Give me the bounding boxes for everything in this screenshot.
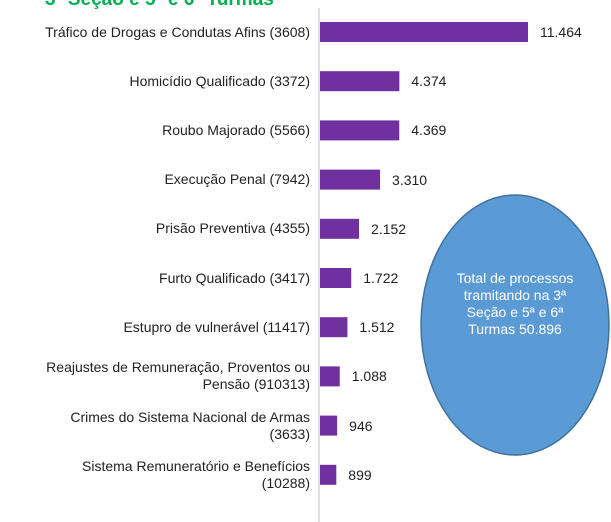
bar [320,268,352,288]
chart-title: 3ª Seção e 5ª e 6ª Turmas [45,0,274,11]
category-label: Reajustes de Remuneração, Proventos ou P… [46,359,310,393]
value-label: 946 [349,417,373,434]
bar [320,415,338,436]
bar [320,366,340,387]
category-label: Crimes do Sistema Nacional de Armas (363… [70,408,310,442]
summary-ellipse [420,194,610,456]
category-label: Estupro de vulnerável (11417) [123,318,310,335]
bar [320,464,337,485]
value-label: 1.722 [363,270,399,286]
bar [320,169,381,190]
bar [320,22,528,42]
bar [320,218,360,239]
category-label: Tráfico de Drogas e Condutas Afins (3608… [45,23,310,40]
value-label: 11.464 [540,24,582,40]
value-label: 1.512 [359,319,395,336]
value-label: 1.088 [351,368,387,385]
value-label: 4.374 [411,73,447,90]
category-label: Roubo Majorado (5566) [162,121,310,138]
value-label: 899 [348,466,372,483]
category-label: Execução Penal (7942) [164,171,310,188]
annotation: Total de processos tramitando na 3ª Seçã… [456,270,574,337]
bar [320,71,400,92]
bar [320,317,348,338]
category-label: Furto Qualificado (3417) [159,269,310,286]
category-label: Prisão Preventiva (4355) [155,220,310,237]
value-label: 3.310 [392,171,428,188]
value-label: 2.152 [371,220,407,237]
category-label: Sistema Remuneratório e Benefícios (1028… [82,457,310,491]
bar [320,120,400,141]
value-label: 4.369 [411,122,447,139]
category-label: Homicídio Qualificado (3372) [129,72,310,89]
